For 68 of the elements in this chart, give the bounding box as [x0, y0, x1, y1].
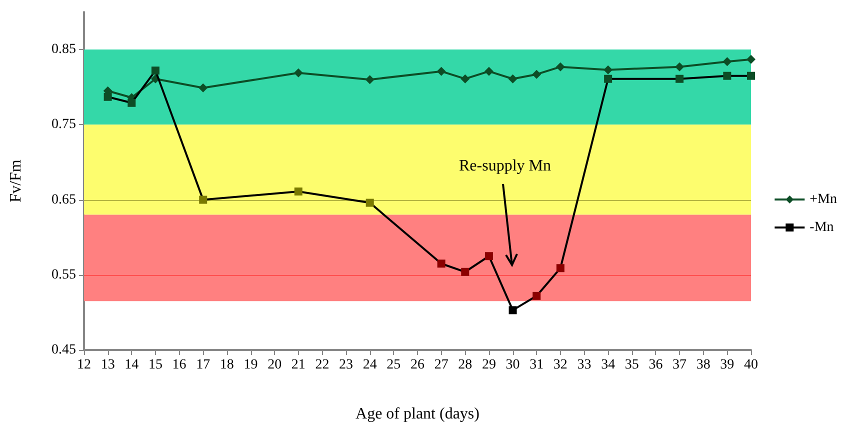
x-tick-label: 19	[244, 358, 258, 372]
x-tick-label: 33	[577, 358, 592, 372]
x-tick-label: 31	[530, 358, 544, 372]
x-tick-label: 38	[696, 358, 710, 372]
point	[747, 72, 755, 80]
x-tick-label: 15	[148, 358, 162, 372]
legend-label: +Mn	[810, 192, 837, 207]
point	[723, 72, 732, 80]
x-tick-label: 35	[624, 358, 639, 372]
x-tick-label: 22	[315, 358, 330, 372]
point	[365, 75, 374, 84]
x-tick-label: 40	[744, 358, 758, 372]
point	[746, 54, 756, 64]
x-tick-label: 26	[410, 358, 424, 372]
point	[676, 74, 684, 83]
x-axis-title: Age of plant (days)	[356, 406, 480, 422]
point	[198, 83, 208, 92]
point	[199, 196, 208, 204]
x-tick-label: 16	[172, 358, 186, 372]
point	[294, 68, 303, 78]
point	[722, 57, 732, 66]
y-axis-title: Fv/Fm	[8, 159, 24, 202]
x-tick-label: 37	[672, 358, 687, 372]
point	[128, 98, 136, 107]
x-tick-label: 27	[434, 358, 448, 372]
point	[556, 264, 564, 272]
x-tick-label: 36	[648, 358, 663, 372]
x-tick-label: 14	[124, 358, 139, 372]
x-tick-label: 21	[291, 358, 306, 372]
y-tick-label: 0.45	[52, 342, 76, 358]
point	[508, 306, 517, 314]
x-tick-label: 32	[553, 358, 568, 372]
x-tick-label: 39	[720, 358, 734, 372]
x-tick-label: 23	[339, 358, 354, 372]
point	[366, 198, 374, 207]
y-tick-label: 0.85	[52, 42, 76, 58]
point	[508, 74, 518, 84]
point	[484, 66, 494, 76]
y-tick-label: 0.65	[52, 192, 76, 208]
y-tick-label: 0.55	[52, 267, 76, 282]
point	[675, 62, 684, 72]
x-tick-label: 30	[506, 358, 520, 372]
point	[294, 188, 302, 196]
point	[436, 66, 446, 76]
point	[532, 70, 542, 79]
x-tick-label: 29	[482, 358, 496, 372]
x-tick-label: 17	[196, 358, 210, 372]
point	[460, 74, 470, 84]
point	[484, 252, 493, 260]
y-tick-label: 0.75	[52, 117, 76, 132]
point	[104, 92, 112, 101]
point	[556, 62, 565, 72]
x-tick-label: 34	[601, 358, 616, 372]
point	[532, 292, 541, 300]
legend-label: -Mn	[810, 220, 834, 235]
x-tick-label: 25	[386, 358, 401, 372]
x-tick-label: 18	[220, 358, 234, 372]
x-tick-label: 12	[77, 358, 91, 372]
x-tick-label: 20	[268, 358, 282, 372]
x-tick-label: 13	[100, 358, 115, 372]
point	[151, 66, 160, 75]
point	[604, 74, 612, 83]
x-tick-label: 28	[458, 358, 472, 372]
point	[437, 260, 446, 268]
point	[604, 65, 613, 74]
point	[461, 268, 470, 276]
annotation: Re-supply Mn	[459, 158, 551, 174]
x-tick-label: 24	[362, 358, 377, 372]
